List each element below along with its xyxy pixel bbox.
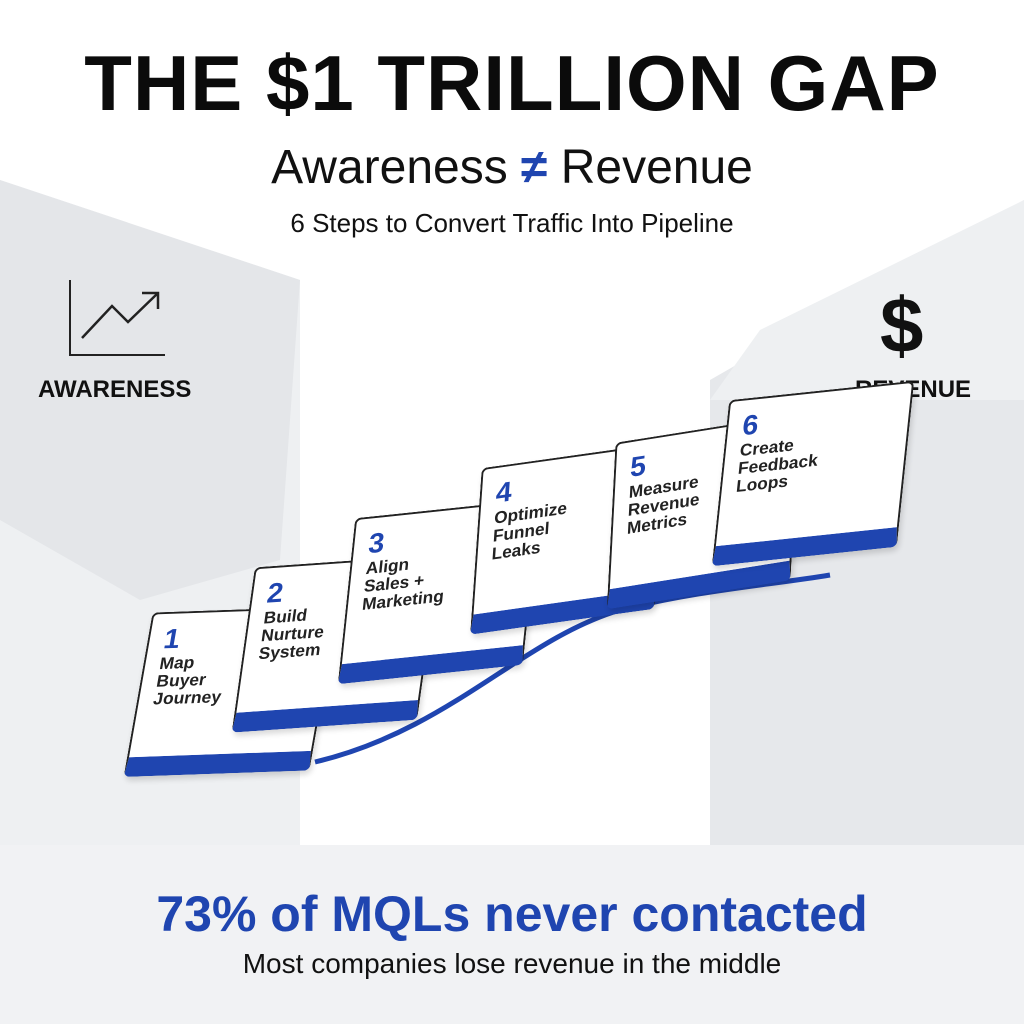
tagline: 6 Steps to Convert Traffic Into Pipeline: [290, 208, 734, 238]
subtitle-left: Awareness: [271, 141, 508, 194]
footer: [0, 845, 1024, 1024]
subtitle: Awareness ≠ Revenue: [0, 140, 1024, 195]
start-label: AWARENESS: [38, 376, 192, 403]
subtitle-right: Revenue: [560, 141, 753, 194]
step-card: 6 Create Feedback Loops: [711, 380, 915, 567]
footer-note: Most companies lose revenue in the middl…: [242, 948, 782, 979]
end-icon: $: [880, 281, 924, 369]
subtitle-symbol: ≠: [521, 141, 548, 194]
footer-stat: 73% of MQLs never contacted: [156, 886, 868, 942]
title: THE $1 TRILLION GAP: [84, 39, 940, 127]
